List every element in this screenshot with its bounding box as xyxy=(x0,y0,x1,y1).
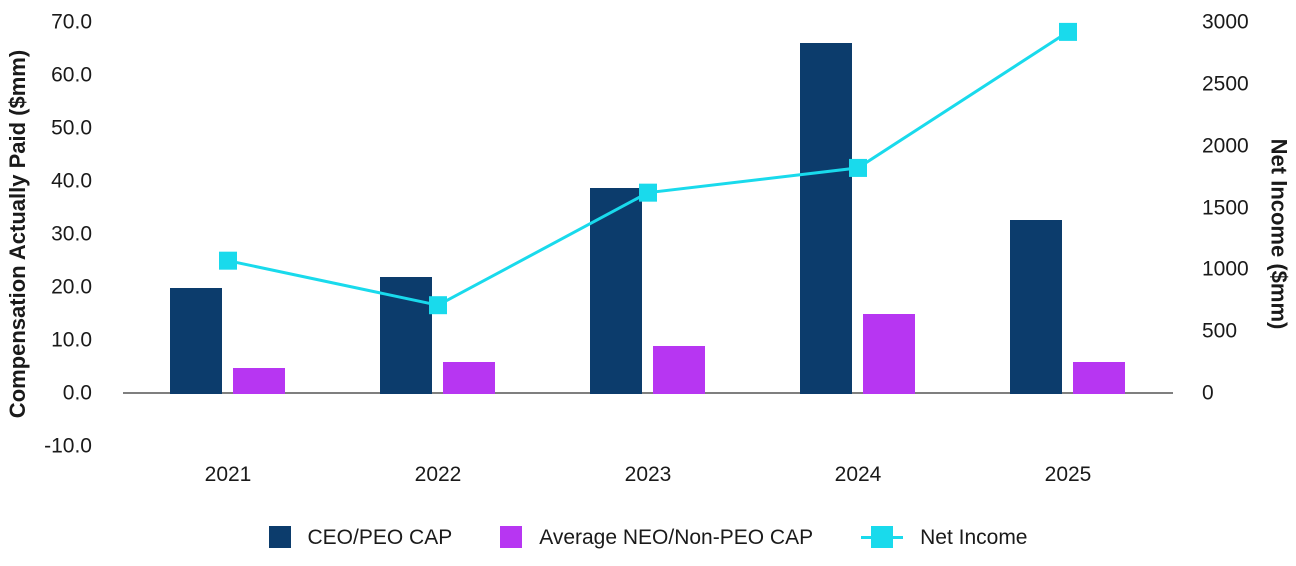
ceo-peo-cap-bar-2022 xyxy=(380,277,432,395)
ceo-peo-cap-bar-2023 xyxy=(590,187,642,395)
x-axis-label-2024: 2024 xyxy=(834,463,882,486)
legend-label: Average NEO/Non-PEO CAP xyxy=(539,525,814,549)
left-axis-tick-label: 50.0 xyxy=(51,116,92,140)
legend-line-square-marker xyxy=(871,526,894,548)
left-axis-tick-label: 20.0 xyxy=(51,275,92,299)
neo-cap-bar-2021 xyxy=(233,368,285,395)
left-axis-tick-label: 70.0 xyxy=(51,10,92,34)
net-income-line xyxy=(227,30,1069,307)
net-income-marker-2025 xyxy=(1059,22,1077,41)
legend-label: Net Income xyxy=(920,525,1028,549)
right-axis-tick-label: 1500 xyxy=(1202,196,1249,219)
left-axis-tick-label: 30.0 xyxy=(51,222,92,246)
right-axis-tick-label: 0 xyxy=(1202,381,1214,405)
right-axis-tick-label: 2000 xyxy=(1202,134,1249,158)
right-axis-title: Net Income ($mm) xyxy=(1260,0,1296,468)
left-axis-tick-label: 40.0 xyxy=(51,169,92,193)
left-axis-tick-label: 10.0 xyxy=(51,328,92,352)
ceo-peo-cap-bar-2024 xyxy=(800,43,852,395)
right-axis-tick-label: 1000 xyxy=(1202,257,1249,281)
neo-cap-bar-2025 xyxy=(1073,361,1125,395)
x-axis-label-2025: 2025 xyxy=(1044,463,1092,486)
x-axis-label-2022: 2022 xyxy=(414,463,462,486)
legend-item-net-income: Net Income xyxy=(861,525,1028,549)
left-axis-tick-label: 0.0 xyxy=(62,381,92,405)
x-axis-line xyxy=(123,392,1173,394)
right-axis-tick-label: 2500 xyxy=(1202,72,1249,96)
legend-item-ceo-peo-cap: CEO/PEO CAP xyxy=(268,525,453,549)
neo-cap-bar-2024 xyxy=(863,314,915,395)
legend-swatch-icon xyxy=(268,526,291,548)
net-income-marker-2021 xyxy=(219,251,237,270)
right-axis-tick-label: 500 xyxy=(1202,319,1238,343)
ceo-peo-cap-bar-2025 xyxy=(1010,220,1062,395)
neo-cap-bar-2023 xyxy=(653,345,705,395)
legend-swatch-icon xyxy=(500,526,523,548)
left-axis-tick-label: 60.0 xyxy=(51,63,92,87)
left-axis-tick-label: -10.0 xyxy=(44,434,92,458)
chart-legend: CEO/PEO CAP Average NEO/Non-PEO CAP Net In… xyxy=(0,524,1296,550)
right-axis-title-text: Net Income ($mm) xyxy=(1266,138,1291,330)
x-axis-label-2021: 2021 xyxy=(204,463,252,486)
legend-item-neo-cap: Average NEO/Non-PEO CAP xyxy=(500,526,813,548)
legend-label: CEO/PEO CAP xyxy=(307,525,453,549)
x-axis-label-2023: 2023 xyxy=(624,463,672,486)
legend-line-marker-icon xyxy=(861,526,904,548)
right-axis-tick-label: 3000 xyxy=(1202,10,1249,34)
ceo-peo-cap-bar-2021 xyxy=(170,288,222,395)
neo-cap-bar-2022 xyxy=(443,361,495,395)
